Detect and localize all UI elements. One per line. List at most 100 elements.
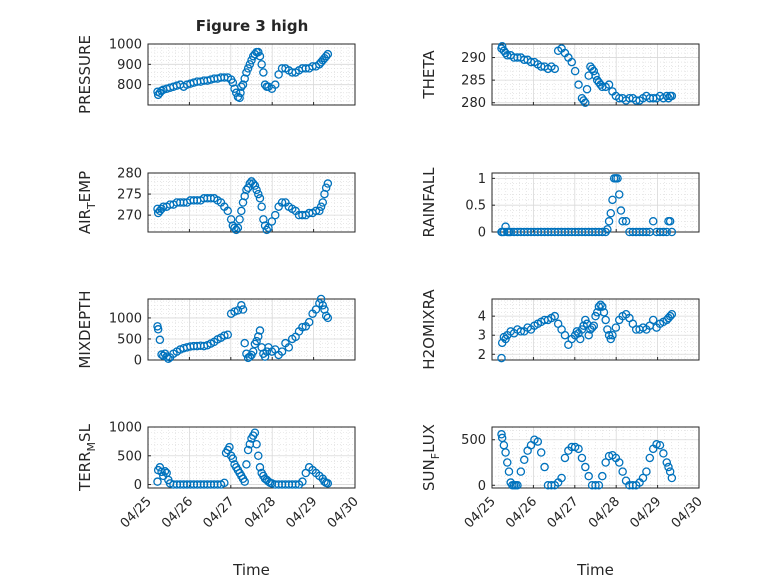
data-point xyxy=(255,51,265,61)
data-point xyxy=(642,227,651,237)
data-point xyxy=(248,179,258,188)
data-point xyxy=(260,352,270,361)
y-tick-label: 0 xyxy=(134,354,142,369)
data-point xyxy=(662,227,672,237)
y-tick-label: 900 xyxy=(117,58,142,73)
data-point xyxy=(243,445,253,455)
data-point xyxy=(252,185,261,195)
axes-border xyxy=(147,172,356,233)
data-point xyxy=(618,467,627,476)
data-point xyxy=(240,477,249,486)
data-point xyxy=(255,326,265,335)
data-point xyxy=(621,217,631,226)
data-point xyxy=(323,313,333,323)
y-tick-label: 0 xyxy=(478,479,486,494)
panel-0: 800 900 1000 PRESSURE xyxy=(76,35,356,114)
data-point xyxy=(613,174,622,183)
x-tick-label: 04/27 xyxy=(201,494,238,531)
data-point xyxy=(604,80,614,89)
data-point xyxy=(264,223,273,233)
data-point xyxy=(257,202,266,211)
data-point xyxy=(240,74,249,83)
data-point xyxy=(238,80,248,89)
data-point xyxy=(164,354,173,363)
y-tick-label: 1000 xyxy=(109,421,142,436)
data-point xyxy=(608,195,617,205)
data-point xyxy=(655,440,665,450)
y-tick-label: 4 xyxy=(478,310,486,325)
data-point xyxy=(248,347,258,356)
data-point xyxy=(323,179,333,188)
panel-3: 0 0.5 1 RAINFALL xyxy=(420,167,700,241)
x-tick-label: 04/27 xyxy=(545,494,582,531)
data-point xyxy=(153,204,162,214)
data-point xyxy=(581,98,590,107)
data-point xyxy=(662,91,672,101)
data-point xyxy=(550,64,560,74)
y-tick-label: 500 xyxy=(117,332,142,347)
data-point xyxy=(223,206,232,216)
data-point xyxy=(587,323,597,332)
data-point xyxy=(667,473,677,483)
y-axis-label: THETA xyxy=(420,50,438,100)
data-point xyxy=(501,48,510,58)
data-point xyxy=(599,308,609,317)
data-point xyxy=(223,330,232,340)
data-point xyxy=(157,350,166,359)
data-point xyxy=(519,455,529,465)
data-point xyxy=(237,301,246,310)
y-tick-label: 0.5 xyxy=(465,199,486,214)
data-point xyxy=(601,315,610,325)
data-point xyxy=(587,64,597,74)
panel-1: 280 285 290 THETA xyxy=(420,42,700,111)
data-point xyxy=(304,317,314,327)
panel-7: 0 500 SUNFLUX 04/25 04/26 04/27 04/28 04/29 04/3… xyxy=(420,424,706,579)
y-tick-label: 290 xyxy=(461,51,486,66)
data-point xyxy=(642,467,651,476)
data-point xyxy=(298,322,307,332)
data-point xyxy=(579,96,588,105)
y-tick-label: 1000 xyxy=(109,311,142,326)
data-point xyxy=(157,86,166,96)
data-point xyxy=(270,80,280,89)
data-point xyxy=(228,454,238,463)
y-tick-label: 1 xyxy=(478,172,486,187)
y-tick-label: 285 xyxy=(461,74,486,89)
data-point xyxy=(560,330,570,340)
data-point xyxy=(235,93,244,103)
data-point xyxy=(591,481,600,490)
data-point xyxy=(254,332,263,341)
axes-border xyxy=(491,43,700,106)
data-point xyxy=(220,331,229,340)
data-point xyxy=(616,206,626,215)
data-point xyxy=(153,477,162,486)
data-point xyxy=(257,60,266,69)
data-point xyxy=(533,437,543,446)
x-tick-label: 04/26 xyxy=(503,494,540,531)
data-point xyxy=(665,217,675,226)
axes-border xyxy=(147,426,356,489)
data-point xyxy=(270,210,280,220)
data-point xyxy=(584,330,593,340)
x-tick-label: 04/28 xyxy=(242,494,279,531)
data-point xyxy=(608,330,617,340)
y-axis-label: RAINFALL xyxy=(420,167,438,238)
x-tick-label: 04/29 xyxy=(627,494,664,531)
data-point xyxy=(584,471,593,481)
data-point xyxy=(321,311,331,321)
x-tick-label: 04/25 xyxy=(118,494,155,531)
data-point xyxy=(516,327,526,336)
data-point xyxy=(315,206,324,216)
data-point xyxy=(230,223,239,233)
data-point xyxy=(574,444,583,454)
data-point xyxy=(242,185,251,195)
data-point xyxy=(645,453,655,463)
data-point xyxy=(254,47,263,57)
y-tick-label: 0 xyxy=(478,226,486,241)
y-axis-label: SUNFLUX xyxy=(420,424,442,491)
data-point xyxy=(591,71,600,80)
data-point xyxy=(254,189,263,199)
y-axis-label: MIXDEPTH xyxy=(76,290,94,368)
y-axis-label: AIRTEMP xyxy=(76,171,98,234)
axes-box xyxy=(491,172,700,233)
